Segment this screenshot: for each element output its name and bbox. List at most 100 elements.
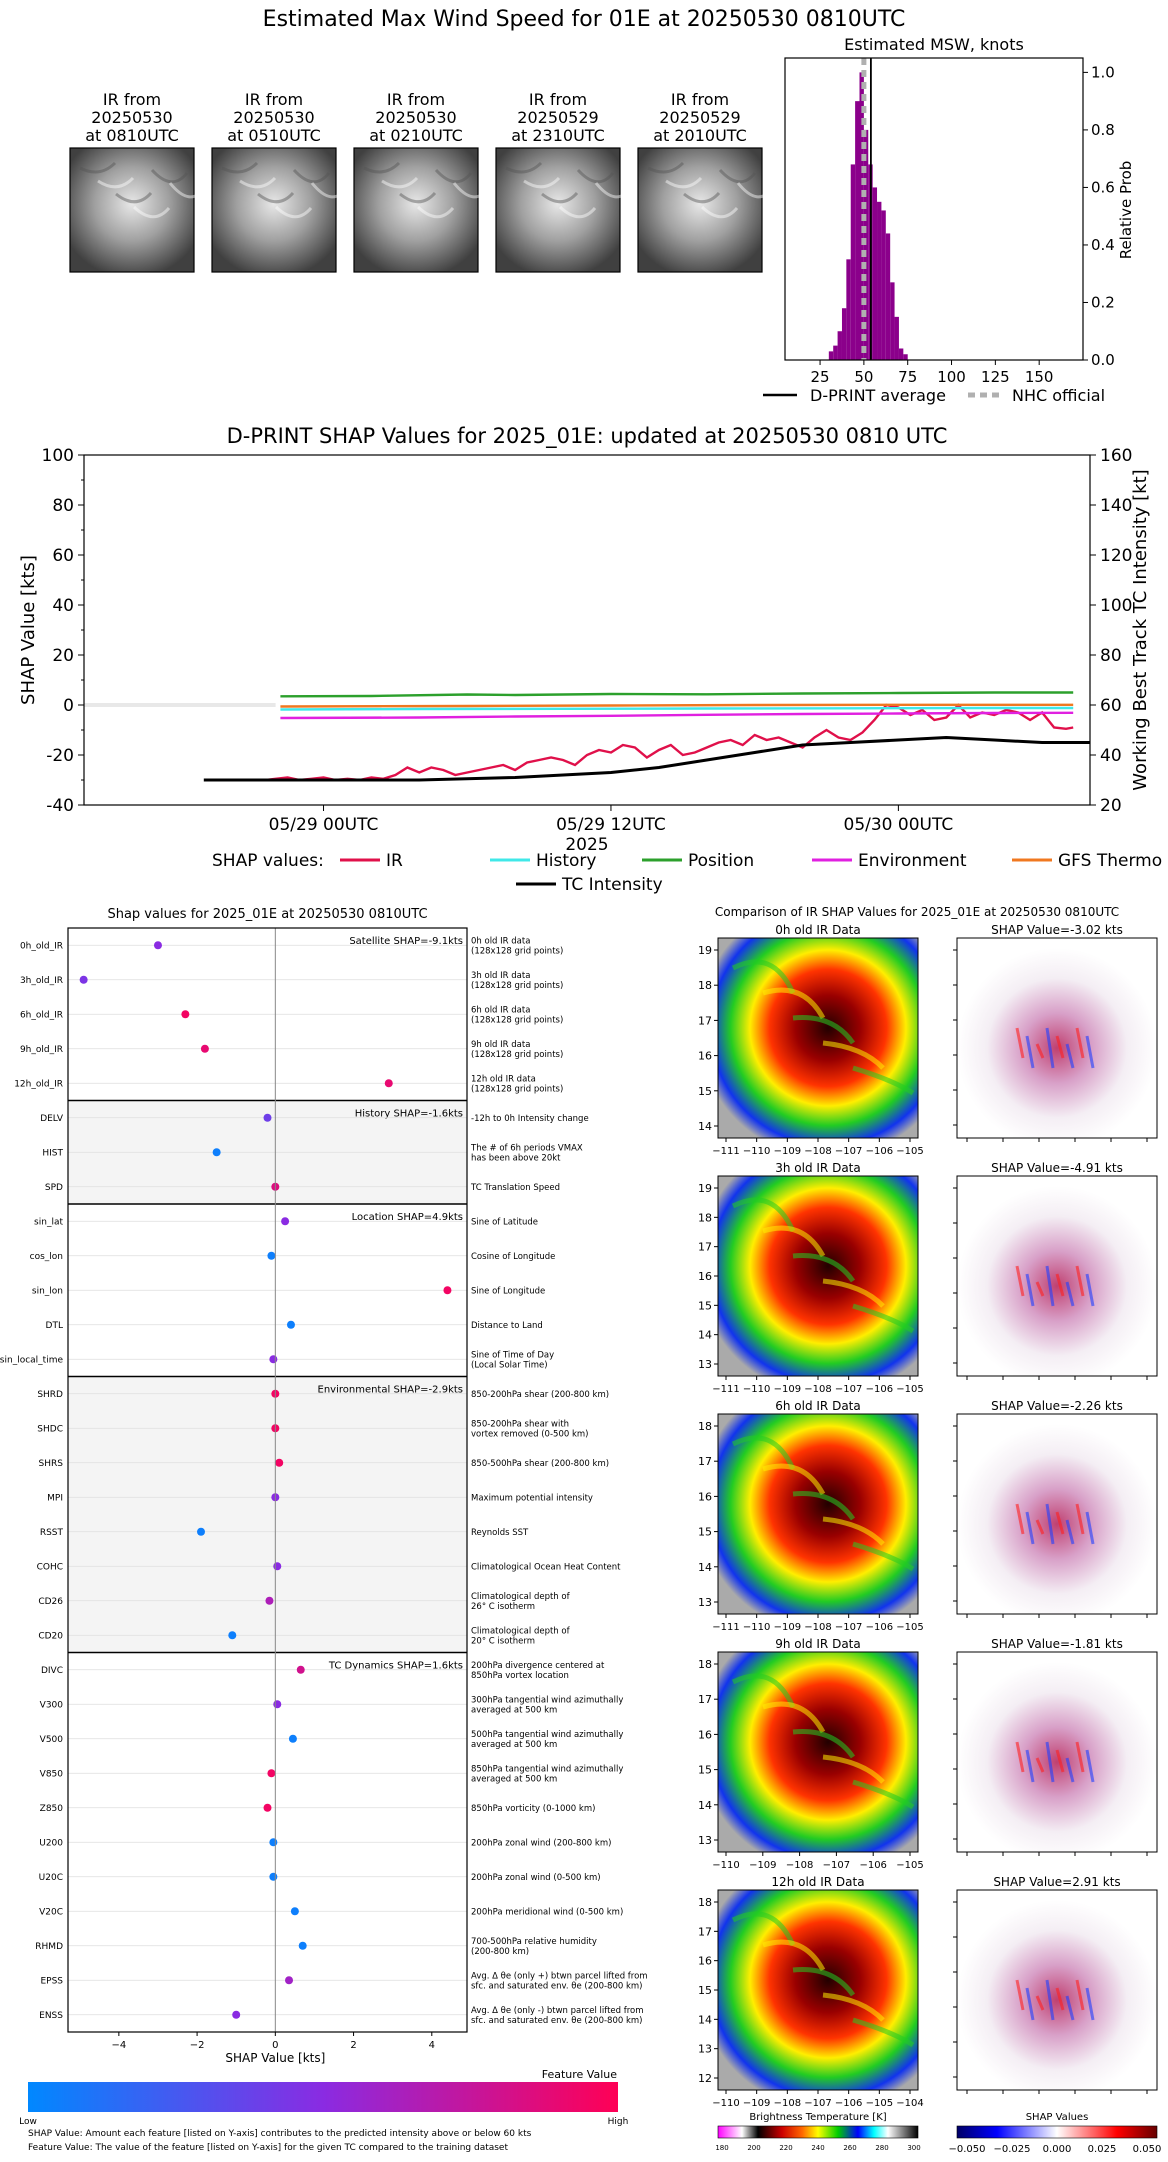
feature-point <box>228 1631 237 1640</box>
feature-point <box>263 1803 272 1812</box>
shap-streak <box>1055 1749 1065 1773</box>
y-tick-label: 0 <box>63 696 74 716</box>
shap-streak <box>1045 1265 1055 1307</box>
cloud-band <box>221 161 259 174</box>
cloud-band <box>822 1278 885 1308</box>
series-line-ir <box>265 703 1074 782</box>
y-tick-label: 100 <box>42 446 74 466</box>
x-tick-label: −105 <box>896 1146 923 1157</box>
cloud-band <box>731 959 796 995</box>
y-tick-label: 16 <box>698 1728 712 1741</box>
comparison-title: Comparison of IR SHAP Values for 2025_01… <box>715 905 1119 919</box>
x-tick-label: −109 <box>774 1146 801 1157</box>
y-tick-label: 14 <box>698 1329 712 1342</box>
histogram-bar <box>850 164 856 360</box>
y-tick-label: 15 <box>698 1526 712 1539</box>
y-tick-label: 13 <box>698 1358 712 1371</box>
bt-tick-label: 180 <box>715 2144 728 2152</box>
feature-point <box>232 2010 241 2019</box>
x-tick-label: −107 <box>835 1146 862 1157</box>
shap-streak <box>1015 1979 1025 2011</box>
cloud-band <box>852 1541 915 1572</box>
shap-streak <box>1085 1511 1095 1545</box>
x-tick-label: −107 <box>804 2098 831 2109</box>
x-tick-label: −109 <box>749 1860 776 1871</box>
ir-panel-line3: at 2310UTC <box>511 126 605 145</box>
y-tick-label: 18 <box>698 1420 712 1433</box>
cloud-band <box>822 1992 885 2022</box>
feature-description: averaged at 500 km <box>471 1740 557 1750</box>
x-tick-label: −108 <box>804 1384 831 1395</box>
feature-description: sfc. and saturated env. θe (200-800 km) <box>471 2016 643 2026</box>
feature-description: has been above 20kt <box>471 1153 561 1163</box>
shap-streak <box>1065 1043 1075 1069</box>
x-tick-label: −4 <box>111 2040 126 2051</box>
feature-name: COHC <box>37 1562 63 1572</box>
shap-map-title: SHAP Value=-2.26 kts <box>991 1399 1123 1413</box>
shap-streak <box>1025 1511 1035 1545</box>
ir-data-image <box>717 1889 919 2091</box>
y-tick-label: 16 <box>698 1050 712 1063</box>
x-tick-label: −110 <box>743 1146 770 1157</box>
cloud-band <box>792 1967 856 1997</box>
group-label: Satellite SHAP=-9.1kts <box>349 936 463 947</box>
cloud-band <box>132 205 171 219</box>
cloud-band <box>523 176 561 189</box>
histogram-bar <box>855 101 860 361</box>
feature-name: RHMD <box>35 1942 63 1952</box>
ir-data-title: 9h old IR Data <box>775 1637 861 1651</box>
cloud-band <box>762 1939 826 1972</box>
shap-tick-label: 0.000 <box>1043 2144 1072 2155</box>
shap-streak <box>1085 1035 1095 1069</box>
shap-streak <box>1065 1995 1075 2021</box>
ir-panel-line3: at 2010UTC <box>653 126 747 145</box>
x-tick-label: 100 <box>937 368 966 386</box>
x-tick-label: 2 <box>350 2040 356 2051</box>
cloud-band <box>852 1303 915 1334</box>
shap-streak <box>1065 1757 1075 1783</box>
cloud-band <box>150 168 189 184</box>
y-tick-label: 0.4 <box>1091 236 1115 254</box>
y-tick-label: 15 <box>698 1085 712 1098</box>
feature-description: 12h old IR data <box>471 1074 536 1084</box>
legend-label: IR <box>386 851 403 871</box>
feature-description: Sine of Longitude <box>471 1286 545 1296</box>
cloud-band <box>822 1516 885 1546</box>
legend-dprint-label: D-PRINT average <box>810 386 946 405</box>
feature-name: U20C <box>39 1873 63 1883</box>
x-tick-label: −111 <box>712 1146 739 1157</box>
feature-name: DIVC <box>41 1666 63 1676</box>
ir-data-title: 0h old IR Data <box>775 923 861 937</box>
y-tick-label: 17 <box>698 1693 712 1706</box>
y-tick-label: 14 <box>698 1561 712 1574</box>
feature-description: 26° C isotherm <box>471 1602 535 1612</box>
histogram-bar <box>903 354 908 360</box>
shap-map-title: SHAP Value=-1.81 kts <box>991 1637 1123 1651</box>
group-label: Environmental SHAP=-2.9kts <box>318 1385 464 1396</box>
x-tick-label: −111 <box>712 1622 739 1633</box>
y-tick-label: 19 <box>698 1182 712 1195</box>
feature-name: DELV <box>40 1114 64 1124</box>
x-tick-label: −109 <box>774 1622 801 1633</box>
feature-point <box>281 1217 290 1226</box>
x-tick-label: −107 <box>823 1860 850 1871</box>
y-axis-label: Relative Prob <box>1117 161 1135 260</box>
y2-tick-label: 140 <box>1100 496 1132 516</box>
cloud-band <box>700 205 739 219</box>
feature-point <box>384 1079 393 1088</box>
y-tick-label: -20 <box>46 746 74 766</box>
x-tick-label: −110 <box>743 1384 770 1395</box>
y-tick-label: 14 <box>698 1799 712 1812</box>
y2-axis-label: Working Best Track TC Intensity [kt] <box>1130 469 1151 790</box>
shap-streak <box>1025 1987 1035 2021</box>
ir-thumbnail-image <box>69 147 195 273</box>
cloud-band <box>731 1435 796 1471</box>
histogram-bar <box>846 259 851 360</box>
bt-tick-label: 260 <box>843 2144 856 2152</box>
feature-description: (200-800 km) <box>471 1947 529 1957</box>
feature-description: 3h old IR data <box>471 971 530 981</box>
feature-name: CD20 <box>38 1631 63 1641</box>
x-tick-label: −110 <box>712 1860 739 1871</box>
feature-description: 9h old IR data <box>471 1040 530 1050</box>
